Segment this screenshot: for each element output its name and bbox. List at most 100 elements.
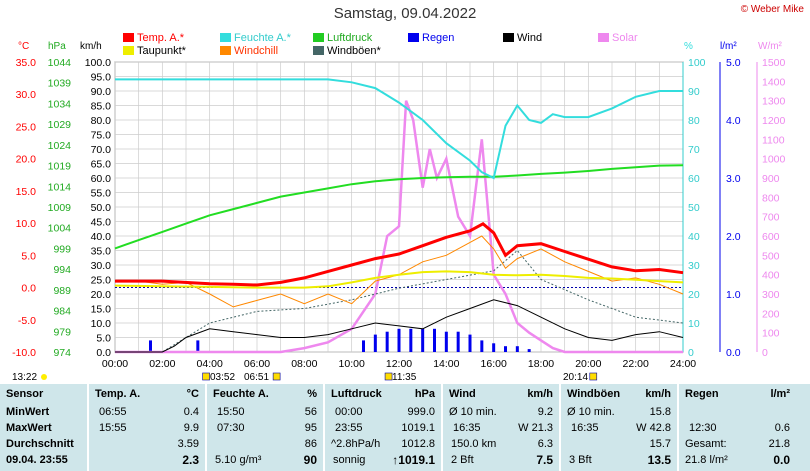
temp-tick-label: -10.0 — [12, 347, 36, 359]
rain-bar — [421, 328, 425, 352]
wind-tick-label: 40.0 — [91, 231, 112, 243]
rain-tick-label: 3.0 — [726, 173, 741, 185]
rain-column: Regen l/m² 12:30 0.6 Gesamt: 21.8 21.8 l/m… — [679, 384, 810, 471]
humidity-tick-label: 100 — [688, 57, 706, 69]
rain-tick-label: 0.0 — [726, 347, 741, 359]
rain-unit: l/m² — [720, 41, 737, 52]
pressure-tick-label: 1034 — [48, 98, 72, 110]
pressure-tick-label: 1039 — [48, 78, 72, 90]
press-trend: ^2.8hPa/h — [331, 438, 381, 450]
legend-label: Windchill — [234, 45, 279, 57]
table-divider — [205, 384, 207, 471]
series-line-taupunkt — [114, 270, 684, 289]
solar-tick-label: 600 — [762, 231, 780, 243]
temp-tick-label: 20.0 — [16, 154, 37, 166]
wind-tick-label: 80.0 — [91, 115, 112, 127]
x-tick-label: 02:00 — [149, 358, 175, 370]
table-divider — [677, 384, 679, 471]
legend-item-0: Temp. A.* — [123, 32, 184, 44]
series-line-windchill — [115, 235, 684, 308]
wind-column: Wind km/h Ø 10 min. 9.2 16:35 W 21.3 150.0… — [443, 384, 559, 471]
pressure-tick-label: 979 — [53, 326, 71, 338]
pressure-tick-label: 1029 — [48, 119, 72, 131]
rain-bar — [527, 349, 531, 352]
wind-unit-header: km/h — [527, 388, 553, 400]
temp-header: Temp. A. — [95, 388, 141, 400]
rain-day: 21.8 l/m² — [685, 454, 728, 466]
humidity-unit-header: % — [307, 388, 317, 400]
wind-tick-label: 45.0 — [91, 217, 112, 229]
humidity-tick-label: 70 — [688, 144, 700, 156]
series-line-luftdruck — [114, 164, 684, 250]
humidity-column: Feuchte A. % 15:50 56 07:30 95 86 5.10 g/m… — [207, 384, 323, 471]
wind-header: Wind — [449, 388, 476, 400]
wind-max-time: 16:35 — [453, 422, 481, 434]
copyright: © Weber Mike — [740, 4, 804, 15]
humidity-tick-label: 30 — [688, 260, 700, 272]
legend-label: Feuchte A.* — [234, 32, 291, 44]
pressure-tick-label: 984 — [53, 306, 71, 318]
wind-tick-label: 55.0 — [91, 188, 112, 200]
wind-tick-label: 10.0 — [91, 318, 112, 330]
x-tick-label: 20:00 — [575, 358, 601, 370]
wind-tick-label: 20.0 — [91, 289, 112, 301]
wind-tick-label: 25.0 — [91, 275, 112, 287]
humidity-tick-label: 40 — [688, 231, 700, 243]
rain-max: 0.6 — [774, 422, 790, 434]
humidity-unit: % — [684, 41, 693, 52]
rain-bar — [196, 340, 200, 352]
temp-min-time: 06:55 — [99, 406, 127, 418]
solar-tick-label: 700 — [762, 212, 780, 224]
wind-avg: 6.3 — [537, 438, 553, 450]
legend-swatch — [123, 46, 134, 55]
legend-swatch — [598, 33, 609, 42]
gust-avg-label: Ø 10 min. — [567, 406, 615, 418]
humidity-tick-label: 90 — [688, 86, 700, 98]
wind-tick-label: 65.0 — [91, 159, 112, 171]
temp-min: 0.4 — [183, 406, 199, 418]
x-tick-label: 10:00 — [339, 358, 365, 370]
pressure-tick-label: 974 — [53, 347, 71, 359]
rain-tick-label: 2.0 — [726, 231, 741, 243]
temp-tick-label: 5.0 — [21, 250, 36, 262]
press-min: 999.0 — [407, 406, 435, 418]
wind-max: W 21.3 — [518, 422, 553, 434]
axis-start-time: 13:22 — [12, 372, 38, 383]
marker-1 — [202, 372, 210, 381]
legend-label: Wind — [517, 32, 543, 44]
table-divider — [87, 384, 89, 471]
gust-max-time: 16:35 — [571, 422, 599, 434]
rain-bar — [444, 331, 448, 352]
legend-swatch — [503, 33, 514, 42]
sensor-header: Sensor — [6, 388, 44, 400]
x-tick-label: 16:00 — [481, 358, 507, 370]
pressure-tick-label: 989 — [53, 285, 71, 297]
solar-tick-label: 500 — [762, 250, 780, 262]
wind-distance: 150.0 km — [451, 438, 497, 450]
temp-max: 9.9 — [183, 422, 199, 434]
legend-label: Luftdruck — [327, 32, 373, 44]
humidity-tick-label: 60 — [688, 173, 700, 185]
marker-4 — [589, 372, 598, 381]
rain-bar — [492, 343, 496, 352]
x-tick-label: 18:00 — [528, 358, 554, 370]
wind-tick-label: 75.0 — [91, 130, 112, 142]
marker-time-2: 06:51 — [244, 372, 270, 383]
pressure-unit-header: hPa — [414, 388, 435, 400]
wind-tick-label: 85.0 — [91, 101, 112, 113]
legend-label: Solar — [612, 32, 638, 44]
rain-bar — [397, 328, 401, 352]
hum-max-time: 07:30 — [217, 422, 245, 434]
gust-header: Windböen — [567, 388, 621, 400]
hum-max: 95 — [304, 422, 317, 434]
statistics-table: Sensor MinWert MaxWert Durchschnitt 09.0… — [0, 384, 810, 471]
temp-avg: 3.59 — [177, 438, 199, 450]
legend-item-7: Windchill — [220, 45, 278, 57]
marker-time-3: 11:35 — [392, 372, 417, 383]
humidity-tick-label: 80 — [688, 115, 700, 127]
gust-bft: 3 Bft — [569, 454, 592, 466]
humidity-tick-label: 10 — [688, 318, 700, 330]
x-tick-label: 22:00 — [623, 358, 649, 370]
wind-tick-label: 15.0 — [91, 304, 112, 316]
solar-tick-label: 400 — [762, 270, 780, 282]
